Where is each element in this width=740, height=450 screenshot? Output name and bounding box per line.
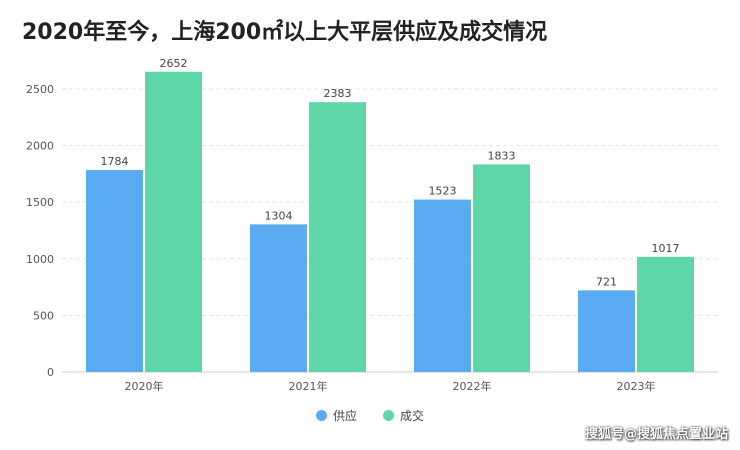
legend-deal-label: 成交 bbox=[400, 409, 425, 423]
bars bbox=[86, 71, 694, 373]
bar-supply[interactable] bbox=[250, 224, 307, 372]
chart-title: 2020年至今，上海200㎡以上大平层供应及成交情况 bbox=[22, 20, 548, 45]
legend-item-supply[interactable]: 供应 bbox=[315, 407, 357, 424]
y-tick-label: 0 bbox=[47, 366, 54, 379]
bar-value-label: 1833 bbox=[488, 149, 516, 162]
bar-deal[interactable] bbox=[309, 102, 366, 372]
bar-deal[interactable] bbox=[145, 71, 202, 373]
bar-value-label: 2383 bbox=[324, 87, 352, 100]
bar-value-label: 1017 bbox=[652, 242, 680, 255]
bar-value-label: 721 bbox=[596, 275, 617, 288]
y-tick-label: 1500 bbox=[26, 196, 54, 209]
x-tick-label: 2021年 bbox=[289, 379, 328, 393]
data-labels: 1784 2652 1304 2383 1523 1833 721 1017 bbox=[101, 57, 680, 289]
y-tick-label: 2000 bbox=[26, 140, 54, 153]
legend-deal-dot-icon bbox=[383, 410, 394, 421]
legend: 供应 成交 bbox=[0, 407, 740, 424]
legend-item-deal[interactable]: 成交 bbox=[383, 407, 424, 424]
x-tick-label: 2020年 bbox=[125, 379, 164, 393]
bar-deal[interactable] bbox=[637, 256, 694, 372]
legend-supply-dot-icon bbox=[315, 410, 327, 421]
legend-supply-label: 供应 bbox=[332, 409, 357, 423]
bar-deal[interactable] bbox=[473, 164, 530, 372]
x-tick-label: 2023年 bbox=[617, 379, 656, 393]
y-tick-label: 1000 bbox=[26, 253, 54, 266]
bar-value-label: 1304 bbox=[265, 209, 293, 222]
y-tick-label: 2500 bbox=[26, 83, 54, 96]
bar-value-label: 1523 bbox=[429, 185, 457, 198]
bar-chart: 0 500 1000 1500 2000 2500 2020年 2021年 2022年 2023年… bbox=[26, 57, 718, 393]
bar-supply[interactable] bbox=[86, 170, 143, 372]
watermark: 搜狐号@搜狐焦点置业站 bbox=[584, 427, 728, 442]
x-tick-label: 2022年 bbox=[453, 379, 492, 393]
bar-supply[interactable] bbox=[414, 199, 471, 372]
bar-supply[interactable] bbox=[578, 290, 635, 372]
bar-value-label: 2652 bbox=[160, 57, 188, 70]
y-tick-label: 500 bbox=[33, 309, 54, 322]
bar-value-label: 1784 bbox=[101, 155, 129, 168]
